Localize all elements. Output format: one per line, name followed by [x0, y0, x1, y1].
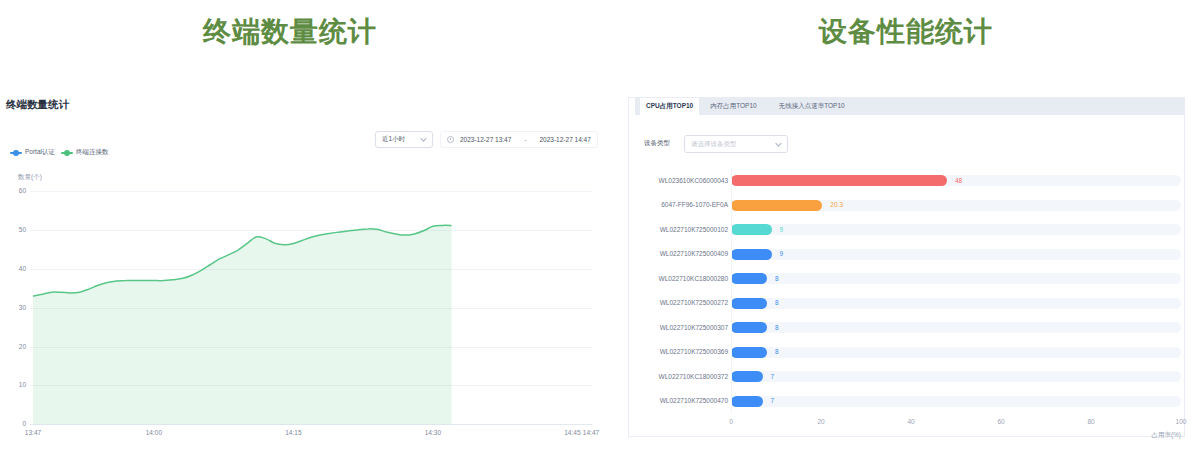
bar-track: [731, 298, 1181, 309]
bar-fill: [731, 249, 772, 260]
bar-track: [731, 224, 1181, 235]
bar-fill: [731, 396, 763, 407]
bar-fill: [731, 273, 767, 284]
cpu-top10-bar-chart: WL023610KC06000043 48 6047-FF96-1070-EF0A 2…: [629, 98, 1184, 436]
x-tick-label: 40: [907, 418, 914, 425]
bar-track: [731, 273, 1181, 284]
area-line-svg: [0, 0, 620, 456]
bar-fill: [731, 175, 947, 186]
bar-value-label: 8: [775, 348, 779, 355]
bar-value-label: 20.3: [830, 201, 843, 208]
bar-value-label: 7: [771, 373, 775, 380]
device-performance-panel: CPU占用TOP10内存占用TOP10无线接入点速率TOP10 设备类型 请选择…: [628, 97, 1185, 437]
bar-track: [731, 322, 1181, 333]
device-name-label: WL022710K725000102: [632, 226, 728, 233]
device-name-label: WL022710K725000307: [632, 324, 728, 331]
bar-fill: [731, 371, 763, 382]
bar-value-label: 8: [775, 275, 779, 282]
device-name-label: WL023610KC06000043: [632, 177, 728, 184]
bar-fill: [731, 224, 772, 235]
device-name-label: WL022710K725000409: [632, 250, 728, 257]
bar-value-label: 9: [780, 226, 784, 233]
area-fill: [33, 225, 452, 424]
bar-fill: [731, 298, 767, 309]
bar-value-label: 9: [780, 250, 784, 257]
x-axis-label: 占用率(%): [1151, 431, 1181, 440]
device-name-label: 6047-FF96-1070-EF0A: [632, 201, 728, 208]
bar-value-label: 8: [775, 299, 779, 306]
x-tick-label: 0: [729, 418, 733, 425]
x-tick-label: 80: [1087, 418, 1094, 425]
right-chart-title: 设备性能统计: [620, 13, 1192, 51]
bar-fill: [731, 322, 767, 333]
x-tick-label: 20: [817, 418, 824, 425]
device-name-label: WL022710K725000470: [632, 397, 728, 404]
axis-zero-line: [731, 168, 732, 413]
bar-track: [731, 371, 1181, 382]
x-tick-label: 60: [997, 418, 1004, 425]
device-name-label: WL022710KC18000372: [632, 373, 728, 380]
bar-track: [731, 249, 1181, 260]
bar-value-label: 7: [771, 397, 775, 404]
x-tick-label: 100: [1176, 418, 1187, 425]
bar-fill: [731, 200, 822, 211]
device-name-label: WL022710K725000369: [632, 348, 728, 355]
device-name-label: WL022710KC18000280: [632, 275, 728, 282]
bar-track: [731, 347, 1181, 358]
device-name-label: WL022710K725000272: [632, 299, 728, 306]
bar-value-label: 8: [775, 324, 779, 331]
bar-fill: [731, 347, 767, 358]
bar-track: [731, 396, 1181, 407]
bar-value-label: 48: [955, 177, 962, 184]
